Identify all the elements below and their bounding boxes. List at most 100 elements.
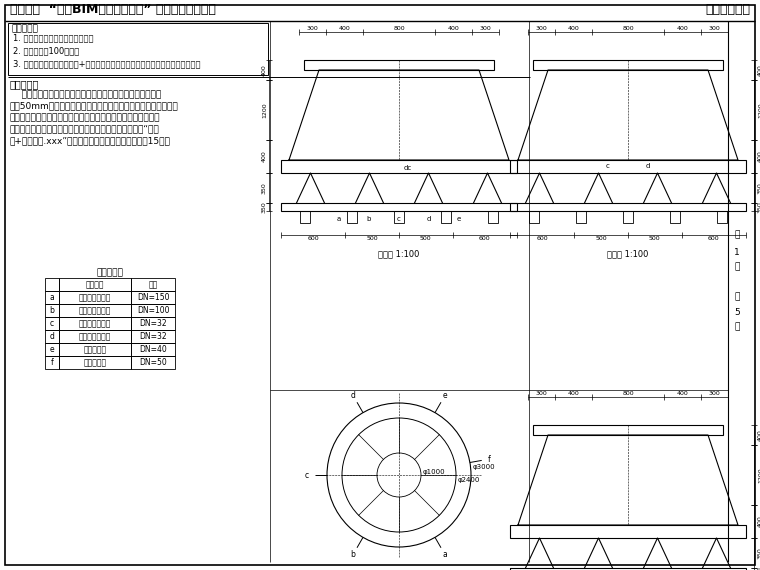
Text: 400: 400 xyxy=(568,391,579,396)
Text: 400: 400 xyxy=(262,150,267,162)
Text: 中国图学学会: 中国图学学会 xyxy=(705,3,750,16)
Text: 5: 5 xyxy=(734,308,740,317)
Bar xyxy=(45,304,59,317)
Text: 300: 300 xyxy=(708,26,720,31)
Bar xyxy=(131,317,175,330)
Text: 1200: 1200 xyxy=(758,102,760,118)
Text: 300: 300 xyxy=(708,391,720,396)
Bar xyxy=(510,160,746,173)
Text: 600: 600 xyxy=(307,236,319,241)
Text: 500: 500 xyxy=(366,236,378,241)
Text: DN=50: DN=50 xyxy=(139,358,167,367)
Bar xyxy=(59,343,131,356)
Text: 600: 600 xyxy=(708,236,720,241)
Bar xyxy=(623,211,633,223)
Text: 页: 页 xyxy=(734,322,739,331)
Bar xyxy=(670,211,680,223)
Text: 1200: 1200 xyxy=(262,102,267,118)
Text: 塔+考生姓名.xxx”为文件名保存到考生文件夹中。（15分）: 塔+考生姓名.xxx”为文件名保存到考生文件夹中。（15分） xyxy=(10,136,171,145)
Text: φ2400: φ2400 xyxy=(458,477,480,483)
Text: c: c xyxy=(606,163,610,169)
Text: c: c xyxy=(397,216,401,222)
Text: 排污管直径: 排污管直径 xyxy=(84,345,106,354)
Bar xyxy=(510,525,746,538)
Text: 溢水管直径: 溢水管直径 xyxy=(84,358,106,367)
Text: 手动补水管直径: 手动补水管直径 xyxy=(79,319,111,328)
Text: 350: 350 xyxy=(262,201,267,213)
Bar xyxy=(510,203,746,211)
Text: 径为50mm。图中标示不全地方请自行设置，通过构件集参数的方: 径为50mm。图中标示不全地方请自行设置，通过构件集参数的方 xyxy=(10,101,179,111)
Text: DN=150: DN=150 xyxy=(137,293,169,302)
Text: φ3000: φ3000 xyxy=(473,464,496,470)
Text: 300: 300 xyxy=(480,26,491,31)
Text: 自动补水管直径: 自动补水管直径 xyxy=(79,332,111,341)
Bar xyxy=(45,343,59,356)
Text: 350: 350 xyxy=(758,566,760,570)
Text: 400: 400 xyxy=(758,64,760,76)
Text: 1200: 1200 xyxy=(758,467,760,483)
Text: 管口名称: 管口名称 xyxy=(86,280,104,289)
Text: 400: 400 xyxy=(676,391,689,396)
Text: 400: 400 xyxy=(758,429,760,441)
Bar xyxy=(131,304,175,317)
Text: DN=100: DN=100 xyxy=(137,306,169,315)
Text: 350: 350 xyxy=(758,547,760,559)
Bar xyxy=(533,60,723,70)
Bar xyxy=(59,278,131,291)
Text: 800: 800 xyxy=(622,26,634,31)
Text: c: c xyxy=(305,470,309,479)
Bar xyxy=(45,356,59,369)
Bar xyxy=(717,211,727,223)
Text: e: e xyxy=(457,216,461,222)
Bar xyxy=(442,211,451,223)
Bar xyxy=(281,203,517,211)
Text: 800: 800 xyxy=(393,26,405,31)
Text: a: a xyxy=(442,550,448,559)
Bar xyxy=(347,211,356,223)
Text: dc: dc xyxy=(404,165,412,171)
Text: 300: 300 xyxy=(536,26,547,31)
Text: 600: 600 xyxy=(479,236,491,241)
Text: 管径: 管径 xyxy=(148,280,157,289)
Bar xyxy=(299,211,309,223)
Text: 考试要求：: 考试要求： xyxy=(11,24,38,33)
Text: 第十二期  “全国BIM技能等级考试” 二级（设备）试题: 第十二期 “全国BIM技能等级考试” 二级（设备）试题 xyxy=(10,3,216,16)
Bar xyxy=(489,211,499,223)
Bar xyxy=(59,291,131,304)
Text: 式，将水管管口设置为构件参数，并通过改变参数的方式，根据: 式，将水管管口设置为构件参数，并通过改变参数的方式，根据 xyxy=(10,113,160,122)
Text: 300: 300 xyxy=(307,26,318,31)
Text: 第: 第 xyxy=(734,230,739,239)
Text: b: b xyxy=(367,216,371,222)
Text: 试题部分：: 试题部分： xyxy=(10,79,40,89)
Text: c: c xyxy=(50,319,54,328)
Bar xyxy=(59,330,131,343)
Bar xyxy=(510,568,746,570)
Bar xyxy=(394,211,404,223)
Bar xyxy=(304,60,494,70)
Bar xyxy=(576,211,586,223)
Bar xyxy=(8,23,268,75)
Text: 3. 新建文件夹（以准考证号+姓名命名），用于存放本次考试中生成的全部文件。: 3. 新建文件夹（以准考证号+姓名命名），用于存放本次考试中生成的全部文件。 xyxy=(13,59,201,68)
Text: d: d xyxy=(49,332,55,341)
Text: DN=40: DN=40 xyxy=(139,345,167,354)
Text: 冷却水出口直径: 冷却水出口直径 xyxy=(79,306,111,315)
Bar xyxy=(59,304,131,317)
Text: 600: 600 xyxy=(537,236,548,241)
Bar xyxy=(131,291,175,304)
Bar xyxy=(59,317,131,330)
Text: 一、根据图纸，用构件集方式建立冷却塔模型，支撑圆管直: 一、根据图纸，用构件集方式建立冷却塔模型，支撑圆管直 xyxy=(10,90,161,99)
Text: 800: 800 xyxy=(622,391,634,396)
Text: 400: 400 xyxy=(262,64,267,76)
Text: φ1000: φ1000 xyxy=(423,469,445,475)
Text: 2. 考试时间为100分钟；: 2. 考试时间为100分钟； xyxy=(13,46,79,55)
Text: f: f xyxy=(488,454,491,463)
Text: 共: 共 xyxy=(734,292,739,301)
Text: a: a xyxy=(337,216,341,222)
Text: 500: 500 xyxy=(649,236,660,241)
Bar xyxy=(529,211,539,223)
Text: d: d xyxy=(646,163,651,169)
Text: 1: 1 xyxy=(734,248,740,257)
Bar xyxy=(45,291,59,304)
Bar xyxy=(45,330,59,343)
Bar xyxy=(131,356,175,369)
